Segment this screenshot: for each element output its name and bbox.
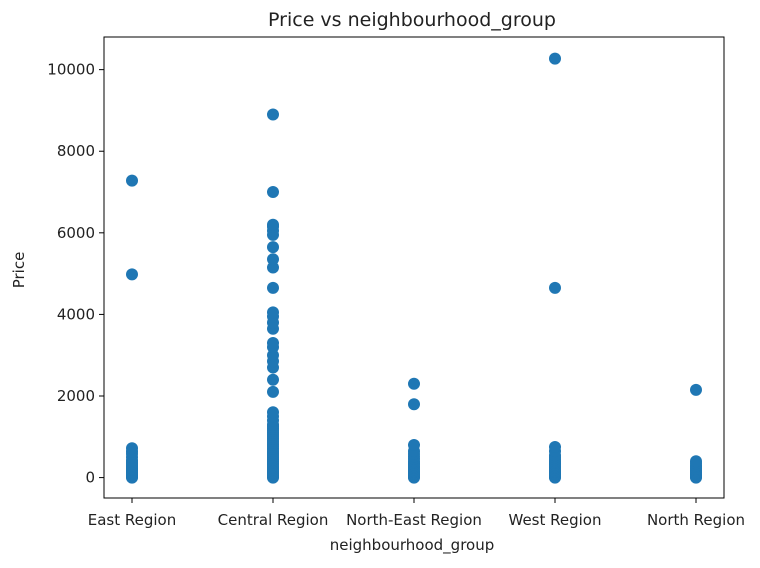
data-point	[126, 442, 138, 455]
y-tick-label: 0	[85, 469, 95, 487]
data-points	[126, 52, 702, 484]
x-tick-label: Central Region	[218, 511, 329, 529]
data-point	[267, 406, 279, 419]
data-point	[267, 306, 279, 319]
data-point	[408, 439, 420, 451]
y-tick-label: 10000	[47, 61, 95, 79]
data-point	[267, 108, 279, 121]
axis-ticks: 0 2000 4000 6000 8000 10000 East Region Central…	[47, 61, 745, 529]
data-point	[549, 52, 561, 65]
data-point	[267, 186, 279, 198]
x-tick-label: West Region	[509, 511, 602, 529]
y-tick-label: 2000	[57, 387, 95, 405]
data-point	[267, 261, 279, 274]
data-point	[267, 385, 279, 398]
data-point	[690, 383, 702, 396]
data-point	[267, 281, 279, 294]
chart-title: Price vs neighbourhood_group	[268, 9, 556, 31]
data-point	[267, 337, 279, 349]
data-point	[267, 241, 279, 254]
data-point	[408, 398, 420, 411]
x-axis-label: neighbourhood_group	[330, 536, 495, 555]
y-axis-label: Price	[10, 252, 28, 289]
plot-area-frame	[103, 36, 725, 499]
data-point	[267, 373, 279, 386]
x-tick-label: North Region	[647, 511, 745, 529]
y-tick-label: 8000	[57, 142, 95, 160]
data-point	[408, 377, 420, 390]
data-point	[690, 455, 702, 468]
x-tick-label: East Region	[88, 511, 176, 529]
y-tick-label: 6000	[57, 224, 95, 242]
data-point	[126, 174, 138, 187]
data-point	[126, 268, 138, 281]
y-tick-label: 4000	[57, 305, 95, 323]
data-point	[267, 253, 279, 266]
data-point	[549, 441, 561, 453]
data-point	[549, 281, 561, 294]
x-tick-label: North-East Region	[346, 511, 482, 529]
data-point	[267, 218, 279, 231]
